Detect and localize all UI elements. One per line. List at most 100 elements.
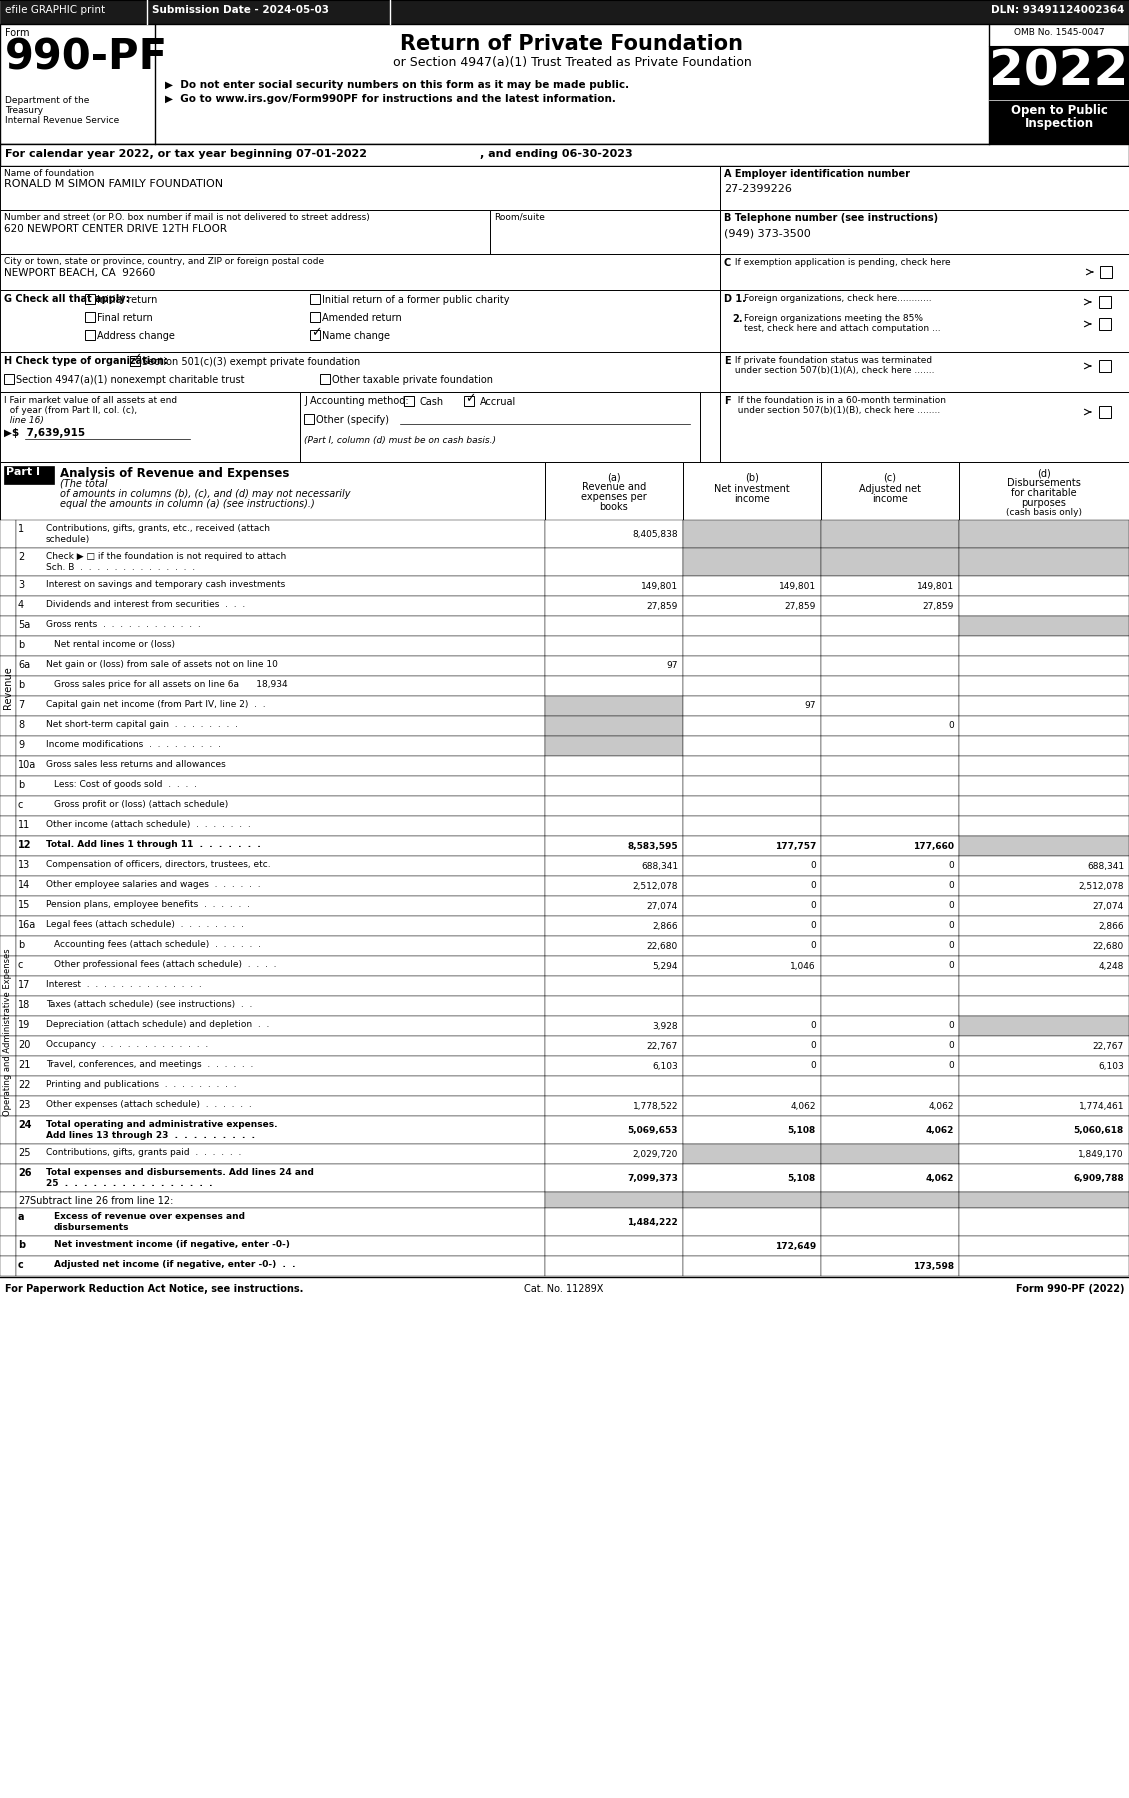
Bar (821, 1235, 959, 1257)
Bar (0, 1097, 16, 1117)
Text: Return of Private Foundation: Return of Private Foundation (401, 34, 744, 54)
Text: 1,849,170: 1,849,170 (1078, 1149, 1124, 1158)
Bar (0, 777, 16, 797)
Bar (545, 595, 683, 617)
Bar (821, 1055, 959, 1075)
Text: 6,103: 6,103 (1099, 1061, 1124, 1070)
Text: Check ▶ □ if the foundation is not required to attach: Check ▶ □ if the foundation is not requi… (46, 552, 287, 561)
Bar (16, 856, 545, 876)
Bar (490, 210, 720, 254)
Text: Add lines 13 through 23  .  .  .  .  .  .  .  .  .: Add lines 13 through 23 . . . . . . . . … (46, 1131, 255, 1140)
Bar (16, 575, 545, 595)
Text: (The total: (The total (60, 478, 107, 489)
Bar (16, 1144, 545, 1163)
Text: 0: 0 (948, 922, 954, 931)
Text: C: C (724, 257, 732, 268)
Text: purposes: purposes (1022, 498, 1067, 509)
Text: 1,774,461: 1,774,461 (1078, 1102, 1124, 1111)
Bar (545, 1075, 683, 1097)
Bar (545, 1163, 683, 1192)
Text: 0: 0 (948, 962, 954, 971)
Text: Total operating and administrative expenses.: Total operating and administrative expen… (46, 1120, 278, 1129)
Text: 0: 0 (948, 942, 954, 951)
Text: 4,062: 4,062 (790, 1102, 816, 1111)
Text: Compensation of officers, directors, trustees, etc.: Compensation of officers, directors, tru… (46, 859, 271, 868)
Bar (85, 331, 95, 340)
Text: 97: 97 (805, 701, 816, 710)
Bar (683, 735, 821, 755)
Text: b: b (18, 780, 24, 789)
Text: (b): (b) (745, 473, 759, 482)
Bar (959, 520, 1129, 548)
Bar (959, 856, 1129, 876)
Text: 0: 0 (811, 942, 816, 951)
Bar (320, 374, 330, 385)
Bar (821, 915, 959, 937)
Text: Other (specify): Other (specify) (316, 415, 390, 424)
Text: Section 501(c)(3) exempt private foundation: Section 501(c)(3) exempt private foundat… (142, 358, 360, 367)
Bar (16, 676, 545, 696)
Text: OMB No. 1545-0047: OMB No. 1545-0047 (1014, 29, 1104, 38)
Text: Revenue and: Revenue and (581, 482, 646, 493)
Bar (0, 856, 16, 876)
Text: Dividends and interest from securities  .  .  .: Dividends and interest from securities .… (46, 601, 245, 610)
Bar (959, 755, 1129, 777)
Text: 0: 0 (811, 881, 816, 890)
Text: b: b (18, 680, 24, 690)
Text: Interest on savings and temporary cash investments: Interest on savings and temporary cash i… (46, 581, 286, 590)
Bar (821, 617, 959, 636)
Text: ✓: ✓ (465, 392, 475, 405)
Bar (545, 1257, 683, 1277)
Bar (959, 1235, 1129, 1257)
Text: 149,801: 149,801 (641, 581, 679, 590)
Bar (959, 636, 1129, 656)
Bar (959, 696, 1129, 716)
Bar (0, 797, 16, 816)
Bar (545, 462, 683, 520)
Text: Total expenses and disbursements. Add lines 24 and: Total expenses and disbursements. Add li… (46, 1169, 314, 1178)
Text: D 1.: D 1. (724, 295, 746, 304)
Text: 26: 26 (18, 1169, 32, 1178)
Bar (683, 1144, 821, 1163)
Text: For calendar year 2022, or tax year beginning 07-01-2022: For calendar year 2022, or tax year begi… (5, 149, 367, 158)
Text: 27,859: 27,859 (647, 602, 679, 611)
Text: Name of foundation: Name of foundation (5, 169, 94, 178)
Bar (545, 1016, 683, 1036)
Text: 0: 0 (811, 901, 816, 910)
Text: 177,660: 177,660 (913, 841, 954, 850)
Bar (16, 976, 545, 996)
Bar (0, 1163, 16, 1192)
Bar (821, 1036, 959, 1055)
Text: 990-PF: 990-PF (5, 38, 168, 79)
Text: 16a: 16a (18, 921, 36, 930)
Bar (16, 716, 545, 735)
Text: 25: 25 (18, 1147, 30, 1158)
Text: NEWPORT BEACH, CA  92660: NEWPORT BEACH, CA 92660 (5, 268, 156, 279)
Text: Income modifications  .  .  .  .  .  .  .  .  .: Income modifications . . . . . . . . . (46, 741, 221, 750)
Bar (683, 462, 821, 520)
Bar (16, 636, 545, 656)
Bar (821, 957, 959, 976)
Bar (821, 797, 959, 816)
Text: 27,859: 27,859 (785, 602, 816, 611)
Text: 2,029,720: 2,029,720 (632, 1149, 679, 1158)
Text: Gross sales price for all assets on line 6a      18,934: Gross sales price for all assets on line… (54, 680, 288, 689)
Text: or Section 4947(a)(1) Trust Treated as Private Foundation: or Section 4947(a)(1) Trust Treated as P… (393, 56, 752, 68)
Bar (683, 777, 821, 797)
Text: Accounting fees (attach schedule)  .  .  .  .  .  .: Accounting fees (attach schedule) . . . … (54, 940, 261, 949)
Bar (683, 1075, 821, 1097)
Bar (85, 313, 95, 322)
Bar (959, 996, 1129, 1016)
Text: 11: 11 (18, 820, 30, 831)
Text: For Paperwork Reduction Act Notice, see instructions.: For Paperwork Reduction Act Notice, see … (5, 1284, 304, 1295)
Text: Subtract line 26 from line 12:: Subtract line 26 from line 12: (30, 1196, 174, 1206)
Text: F: F (724, 396, 730, 406)
Bar (0, 1208, 16, 1235)
Text: test, check here and attach computation ...: test, check here and attach computation … (744, 324, 940, 333)
Bar (545, 735, 683, 755)
Bar (821, 856, 959, 876)
Bar (545, 656, 683, 676)
Bar (959, 1117, 1129, 1144)
Text: for charitable: for charitable (1012, 487, 1077, 498)
Bar (683, 1097, 821, 1117)
